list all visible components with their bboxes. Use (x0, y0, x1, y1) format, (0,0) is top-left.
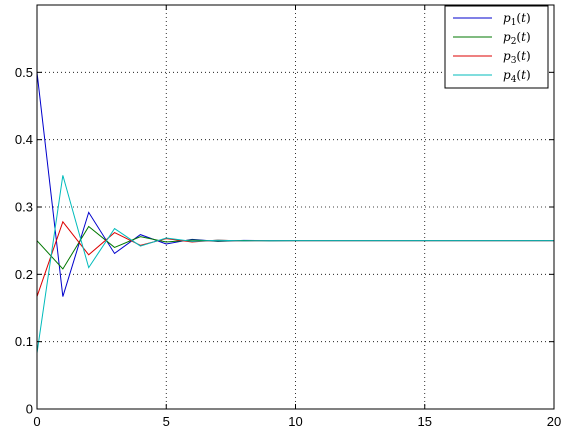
y-tick-label: 0 (26, 402, 33, 417)
x-tick-label: 15 (418, 414, 432, 429)
y-tick-label: 0.5 (15, 65, 33, 80)
y-tick-label: 0.4 (15, 132, 33, 147)
series-line-p4 (36, 175, 554, 354)
legend-label-p3: p3(t) (503, 49, 531, 66)
y-tick-label: 0.2 (15, 267, 33, 282)
axis-ticks: 0 5 10 15 20 0 0.1 0.2 0.3 0.4 0.5 (15, 5, 561, 429)
grid (37, 5, 554, 409)
legend: p1(t) p2(t) p3(t) p4(t) (444, 5, 549, 89)
x-tick-label: 10 (288, 414, 302, 429)
x-tick-label: 20 (547, 414, 561, 429)
legend-label-p2: p2(t) (503, 30, 531, 47)
series-lines (36, 72, 554, 354)
x-tick-label: 5 (163, 414, 170, 429)
y-tick-label: 0.3 (15, 200, 33, 215)
legend-label-p4: p4(t) (503, 68, 531, 85)
legend-label-p1: p1(t) (503, 11, 531, 28)
y-tick-label: 0.1 (15, 334, 33, 349)
legend-box (444, 5, 549, 89)
x-tick-label: 0 (33, 414, 40, 429)
